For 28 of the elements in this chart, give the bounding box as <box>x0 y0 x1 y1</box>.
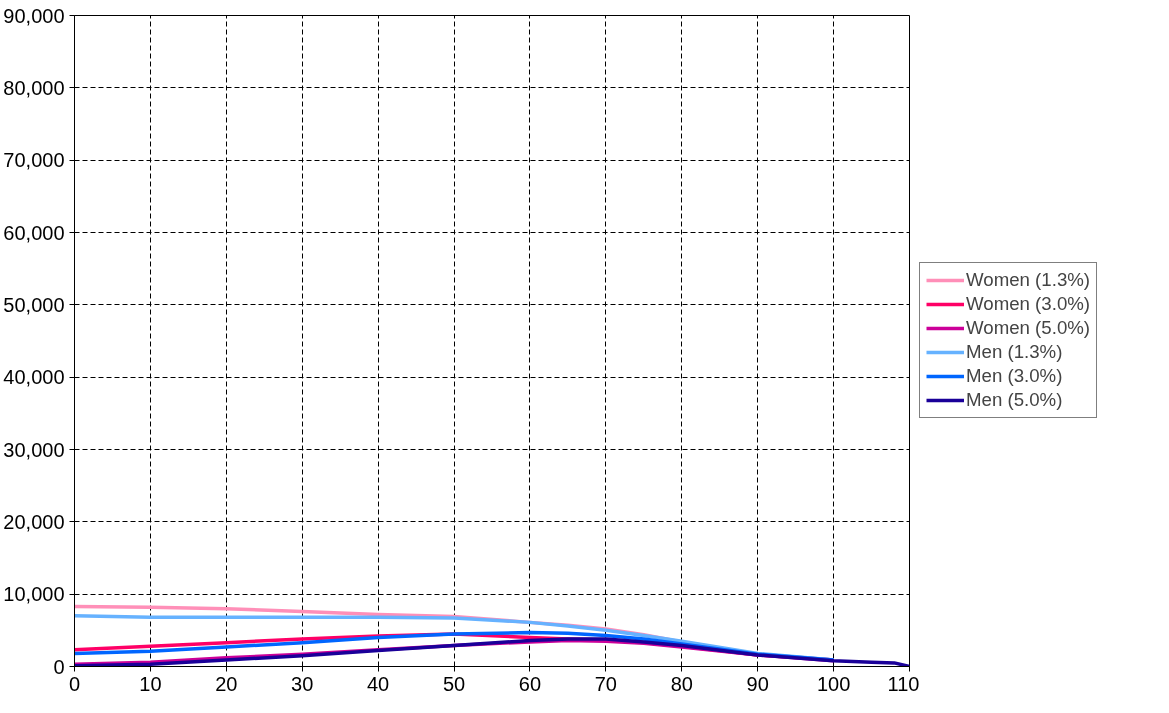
legend-label: Men (1.3%) <box>966 340 1063 363</box>
y-tick-label: 50,000 <box>3 293 65 316</box>
x-tick-label: 80 <box>670 672 693 695</box>
x-tick-label: 30 <box>291 672 314 695</box>
legend-label: Women (1.3%) <box>966 268 1091 291</box>
legend-label: Women (3.0%) <box>966 292 1091 315</box>
y-tick-label: 40,000 <box>3 366 65 389</box>
x-tick-label: 40 <box>367 672 390 695</box>
x-tick-label: 0 <box>68 672 81 695</box>
x-tick-label: 70 <box>594 672 617 695</box>
x-tick-label: 10 <box>139 672 162 695</box>
y-tick-label: 80,000 <box>3 76 65 99</box>
y-tick-label: 60,000 <box>3 221 65 244</box>
y-tick-label: 0 <box>53 655 65 678</box>
y-tick-label: 70,000 <box>3 149 65 172</box>
x-tick-label: 60 <box>518 672 542 695</box>
x-tick-label: 90 <box>746 672 769 695</box>
x-tick-label: 20 <box>215 672 238 695</box>
x-tick-label: 100 <box>816 672 851 695</box>
legend-label: Men (5.0%) <box>966 388 1063 411</box>
x-tick-label: 110 <box>887 672 920 695</box>
legend-label: Women (5.0%) <box>966 316 1091 339</box>
y-tick-label: 10,000 <box>3 583 65 606</box>
y-tick-label: 30,000 <box>3 438 65 461</box>
y-tick-label: 90,000 <box>3 4 65 27</box>
y-tick-label: 20,000 <box>3 510 65 533</box>
x-tick-label: 50 <box>442 672 466 695</box>
legend-label: Men (3.0%) <box>966 364 1063 387</box>
